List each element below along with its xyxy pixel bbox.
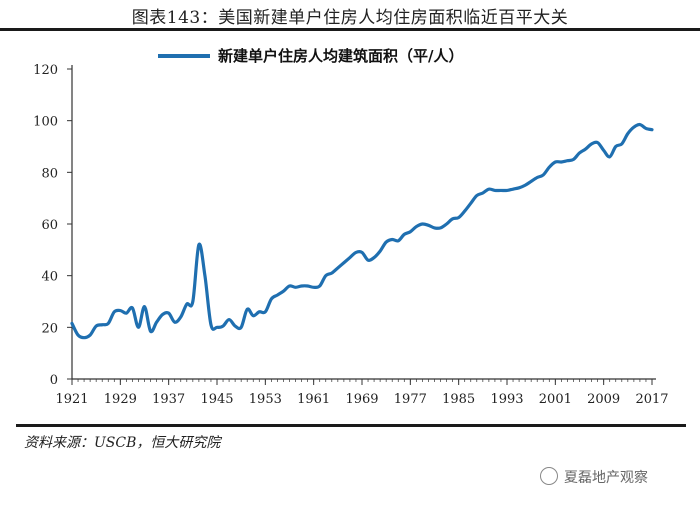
x-tick-label: 1953 <box>249 392 282 407</box>
y-tick-label: 60 <box>41 218 58 233</box>
bottom-rule <box>16 424 686 427</box>
figure-header: 图表143：美国新建单户住房人均住房面积临近百平大关 <box>0 0 700 31</box>
x-tick-label: 1937 <box>152 392 185 407</box>
figure-title: 图表143：美国新建单户住房人均住房面积临近百平大关 <box>131 8 569 28</box>
series-group <box>70 122 654 340</box>
x-tick-label: 1985 <box>442 392 475 407</box>
watermark: 夏磊地产观察 <box>540 467 648 487</box>
x-tick-label: 1929 <box>104 392 137 407</box>
x-tick-label: 2001 <box>539 392 572 407</box>
y-tick-label: 0 <box>50 373 58 388</box>
tick-labels: 0 20 40 60 80 100 120 1921 1929 1937 1945 1953 1961 1… <box>33 63 668 407</box>
legend-label: 新建单户住房人均建筑面积（平/人） <box>218 47 463 65</box>
x-tick-label: 1945 <box>200 392 233 407</box>
x-tick-label: 1921 <box>55 392 88 407</box>
y-tick-label: 20 <box>41 321 58 336</box>
y-tick-label: 80 <box>41 166 58 181</box>
x-tick-label: 1969 <box>345 392 378 407</box>
x-tick-label: 2017 <box>635 392 668 407</box>
x-tick-label: 1993 <box>490 392 523 407</box>
x-tick-label: 1977 <box>394 392 427 407</box>
y-tick-label: 100 <box>33 115 58 130</box>
axes <box>67 65 656 385</box>
x-tick-label: 1961 <box>297 392 330 407</box>
series-line <box>70 122 654 340</box>
x-tick-label: 2009 <box>587 392 620 407</box>
line-chart: 新建单户住房人均建筑面积（平/人） 0 20 40 60 80 100 120 1921 192… <box>33 47 668 407</box>
legend: 新建单户住房人均建筑面积（平/人） <box>158 47 463 65</box>
y-tick-label: 120 <box>33 63 58 78</box>
source-note: 资料来源：USCB，恒大研究院 <box>24 435 221 451</box>
watermark-text: 夏磊地产观察 <box>564 470 648 486</box>
wechat-icon <box>540 467 558 485</box>
y-tick-label: 40 <box>41 270 58 285</box>
